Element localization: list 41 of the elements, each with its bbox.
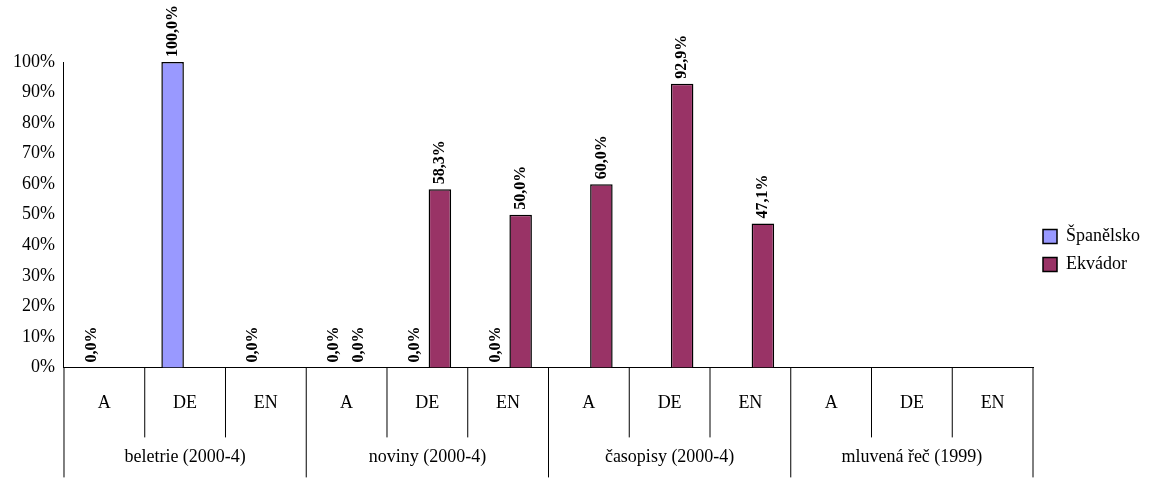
x-tick-label: EN — [738, 391, 763, 412]
x-tick-label: EN — [253, 391, 278, 412]
data-label: 0,0% — [485, 326, 503, 363]
text: noviny (2000-4) — [368, 446, 487, 468]
y-tick-label: 10% — [21, 325, 55, 346]
x-tick-label: A — [340, 391, 354, 412]
data-label: 47,1% — [753, 174, 771, 219]
y-tick-label: 0% — [30, 356, 55, 377]
y-tick-label: 70% — [21, 142, 55, 163]
data-label: 0,0% — [81, 326, 99, 363]
x-tick-label: A — [97, 391, 111, 412]
text: beletrie (2000-4) — [124, 446, 246, 468]
data-label: 50,0% — [510, 165, 528, 210]
x-tick-label: DE — [173, 391, 198, 412]
x-tick-label: A — [824, 391, 838, 412]
y-tick-label: 60% — [21, 172, 55, 193]
data-label: 92,9% — [672, 34, 690, 79]
y-tick-label: 90% — [21, 81, 55, 102]
x-tick-label: A — [582, 391, 596, 412]
data-label: 0,0% — [243, 326, 261, 363]
data-label: 60,0% — [591, 135, 609, 180]
x-tick-label: DE — [415, 391, 440, 412]
x-tick-label: DE — [657, 391, 682, 412]
y-tick-label: 50% — [21, 203, 55, 224]
y-tick-label: 40% — [21, 233, 55, 254]
text: mluvená řeč (1999) — [841, 446, 983, 468]
y-tick-label: 80% — [21, 111, 55, 132]
y-tick-label: 20% — [21, 295, 55, 316]
legend-label: Ekvádor — [1066, 253, 1127, 274]
x-tick-label: EN — [980, 391, 1005, 412]
data-label: 0,0% — [349, 326, 367, 363]
data-label: 0,0% — [324, 326, 342, 363]
y-tick-label: 100% — [12, 50, 55, 71]
data-label: 0,0% — [405, 326, 422, 363]
data-label: 58,3% — [430, 140, 448, 185]
x-tick-label: EN — [496, 391, 521, 412]
legend-label: Španělsko — [1066, 224, 1140, 246]
x-tick-label: DE — [899, 391, 924, 412]
data-label: 100,0% — [162, 5, 180, 57]
text: časopisy (2000-4) — [604, 446, 735, 468]
y-tick-label: 30% — [21, 264, 55, 285]
